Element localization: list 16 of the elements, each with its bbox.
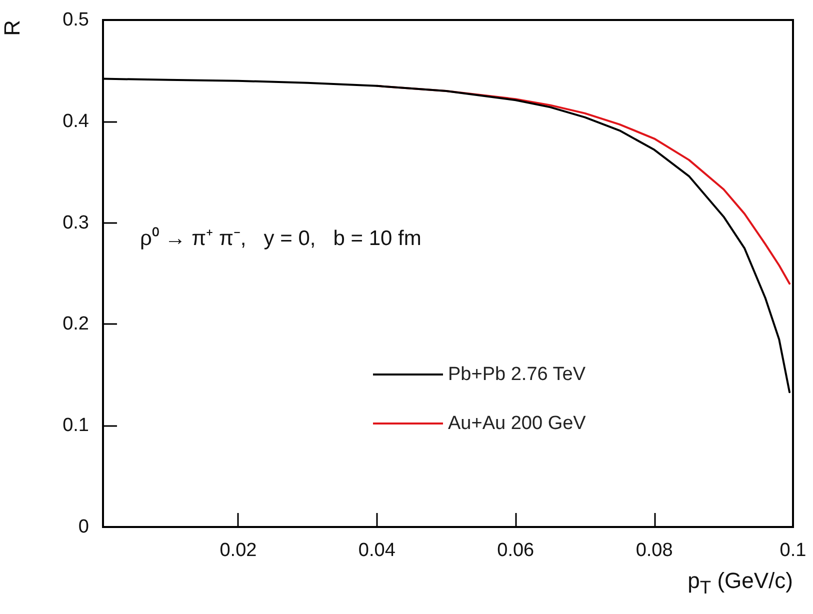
x-tick-label: 0.08 xyxy=(636,540,673,561)
x-tick-label: 0.04 xyxy=(358,540,396,561)
x-tick-label: 0.02 xyxy=(220,540,257,561)
y-tick-label: 0 xyxy=(78,516,89,538)
y-tick-label: 0.4 xyxy=(62,110,90,132)
y-tick-label: 0.2 xyxy=(62,314,89,335)
x-tick-label: 0.06 xyxy=(497,540,534,561)
y-tick-label: 0.3 xyxy=(62,212,89,234)
annotation: ρ⁰ → π⁺ π⁻, y = 0, b = 10 fm xyxy=(140,227,422,250)
y-axis-title: R xyxy=(0,20,24,36)
legend-label: Pb+Pb 2.76 TeV xyxy=(448,364,586,385)
x-axis-title: p$_{T}$ (GeV/c) xyxy=(688,568,793,598)
x-tick-label: 0.1 xyxy=(780,540,806,561)
legend-label: Au+Au 200 GeV xyxy=(448,413,586,434)
y-tick-label: 0.5 xyxy=(62,10,89,30)
y-tick-label: 0.1 xyxy=(62,415,89,436)
